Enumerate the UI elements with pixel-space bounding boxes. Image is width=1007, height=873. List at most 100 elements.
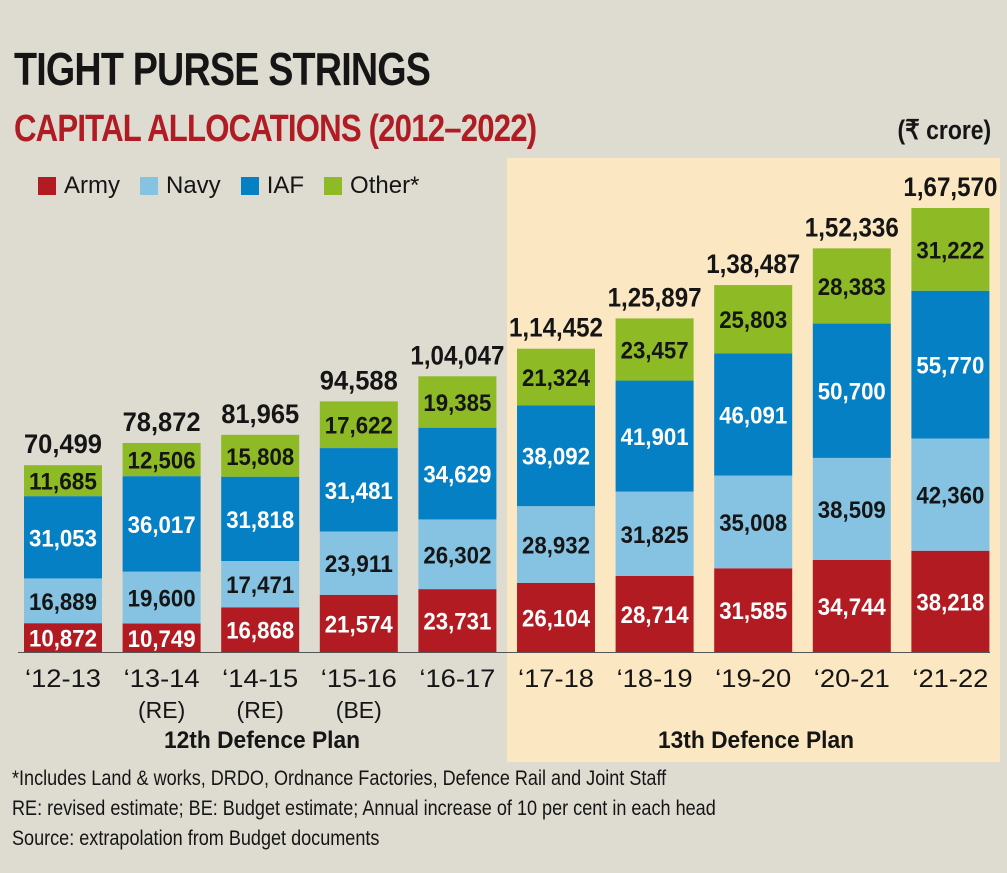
data-label-navy-5: 28,932 <box>522 533 590 560</box>
data-label-iaf-7: 46,091 <box>719 402 787 429</box>
legend-item-other: Other* <box>324 172 419 200</box>
legend-swatch-iaf <box>240 177 259 195</box>
bar-segment-navy-3 <box>319 531 398 595</box>
data-label-army-1: 10,749 <box>128 626 196 653</box>
data-label-iaf-2: 31,818 <box>226 507 294 534</box>
data-label-other-8: 28,383 <box>818 274 886 301</box>
data-label-other-9: 31,222 <box>916 237 984 264</box>
data-label-iaf-8: 50,700 <box>818 379 886 406</box>
group-label-12th-plan: 12th Defence Plan <box>164 727 360 754</box>
bar-segment-army-0 <box>24 623 102 652</box>
footnote-abbreviations: RE: revised estimate; BE: Budget estimat… <box>12 797 716 820</box>
footnotes: *Includes Land & works, DRDO, Ordnance F… <box>12 764 716 854</box>
data-label-iaf-3: 31,481 <box>325 478 393 505</box>
data-label-army-8: 34,744 <box>818 594 887 621</box>
bar-segment-iaf-6 <box>615 380 694 492</box>
data-label-iaf-1: 36,017 <box>128 512 196 539</box>
data-label-army-5: 26,104 <box>522 605 591 632</box>
bar-segment-other-4 <box>418 376 497 428</box>
bar-segment-other-0 <box>24 465 102 497</box>
x-tick-label-8: ‘20-21 <box>814 665 890 693</box>
legend-label-army: Army <box>64 172 120 199</box>
bar-segment-iaf-8 <box>812 323 891 458</box>
bar-segment-navy-4 <box>418 519 497 590</box>
x-tick-label-4: ‘16-17 <box>419 665 495 693</box>
data-label-iaf-6: 41,901 <box>621 424 689 451</box>
bar-segment-iaf-5 <box>517 405 595 507</box>
bar-segment-navy-9 <box>911 438 990 551</box>
bar-segment-other-6 <box>615 318 694 381</box>
bar-segment-iaf-0 <box>24 496 102 579</box>
x-tick-label-9: ‘21-22 <box>912 665 988 693</box>
bar-segment-other-2 <box>221 434 300 477</box>
legend-swatch-army <box>38 177 56 195</box>
unit-label: (₹ crore) <box>897 115 991 145</box>
data-label-iaf-0: 31,053 <box>29 525 97 552</box>
data-label-army-7: 31,585 <box>719 598 787 625</box>
data-label-army-2: 16,868 <box>226 618 294 645</box>
x-tick-label-3: ‘15-16 <box>321 665 397 693</box>
total-label-2: 81,965 <box>221 399 299 429</box>
total-label-0: 70,499 <box>24 429 102 459</box>
data-label-iaf-4: 34,629 <box>423 462 491 489</box>
bar-segment-navy-0 <box>24 578 102 624</box>
chart-subtitle: CAPITAL ALLOCATIONS (2012–2022) <box>14 108 537 150</box>
data-label-navy-8: 38,509 <box>818 497 886 524</box>
legend-item-army: Army <box>38 172 120 200</box>
total-label-1: 78,872 <box>123 407 201 437</box>
data-label-navy-6: 31,825 <box>621 522 689 549</box>
bar-segment-navy-7 <box>714 475 793 569</box>
x-tick-note-1: (RE) <box>138 697 185 723</box>
total-label-9: 1,67,570 <box>903 172 997 202</box>
data-label-navy-2: 17,471 <box>226 572 294 599</box>
legend-label-iaf: IAF <box>266 172 305 199</box>
x-tick-label-7: ‘19-20 <box>715 665 791 693</box>
bar-segment-other-3 <box>319 401 398 449</box>
legend-item-iaf: IAF <box>240 172 305 200</box>
total-label-3: 94,588 <box>320 365 398 395</box>
data-label-army-0: 10,872 <box>29 626 97 653</box>
data-label-other-1: 12,506 <box>128 448 196 475</box>
bar-segment-navy-1 <box>122 571 201 624</box>
data-label-navy-9: 42,360 <box>916 483 984 510</box>
bar-segment-navy-8 <box>812 457 891 560</box>
data-label-other-7: 25,803 <box>719 307 787 334</box>
data-label-army-6: 28,714 <box>621 602 690 629</box>
data-label-other-4: 19,385 <box>423 390 491 417</box>
bar-segment-iaf-1 <box>122 476 201 572</box>
data-label-army-3: 21,574 <box>325 611 394 638</box>
x-tick-label-1: ‘13-14 <box>124 665 200 693</box>
x-tick-label-0: ‘12-13 <box>25 665 101 693</box>
data-label-other-3: 17,622 <box>325 413 393 440</box>
footnote-other: *Includes Land & works, DRDO, Ordnance F… <box>12 767 667 790</box>
footnote-source: Source: extrapolation from Budget docume… <box>12 827 380 850</box>
data-label-navy-3: 23,911 <box>325 551 393 578</box>
total-label-6: 1,25,897 <box>608 282 702 312</box>
data-label-army-9: 38,218 <box>916 589 984 616</box>
total-label-5: 1,14,452 <box>509 313 603 343</box>
bar-segment-other-9 <box>911 208 990 291</box>
legend-label-other: Other* <box>350 172 420 199</box>
data-label-other-6: 23,457 <box>621 337 689 364</box>
chart-title: TIGHT PURSE STRINGS <box>14 43 431 95</box>
bar-segment-army-8 <box>812 559 891 652</box>
bar-segment-army-9 <box>911 550 990 652</box>
data-label-army-4: 23,731 <box>423 609 491 636</box>
data-label-navy-0: 16,889 <box>29 589 97 616</box>
total-label-7: 1,38,487 <box>706 249 800 279</box>
bar-segment-army-1 <box>122 623 201 652</box>
bar-segment-navy-2 <box>221 561 300 608</box>
bar-segment-iaf-7 <box>714 353 793 476</box>
total-label-8: 1,52,336 <box>805 212 899 242</box>
bar-segment-other-5 <box>517 348 595 406</box>
data-label-iaf-5: 38,092 <box>522 444 590 471</box>
data-label-other-0: 11,685 <box>29 469 97 496</box>
bar-segment-other-7 <box>714 285 793 354</box>
x-tick-note-3: (BE) <box>336 697 382 723</box>
data-label-navy-1: 19,600 <box>128 586 196 613</box>
x-tick-label-6: ‘18-19 <box>617 665 693 693</box>
bar-segment-navy-5 <box>517 506 595 583</box>
bar-segment-other-1 <box>122 443 201 477</box>
bar-segment-other-8 <box>812 248 891 324</box>
